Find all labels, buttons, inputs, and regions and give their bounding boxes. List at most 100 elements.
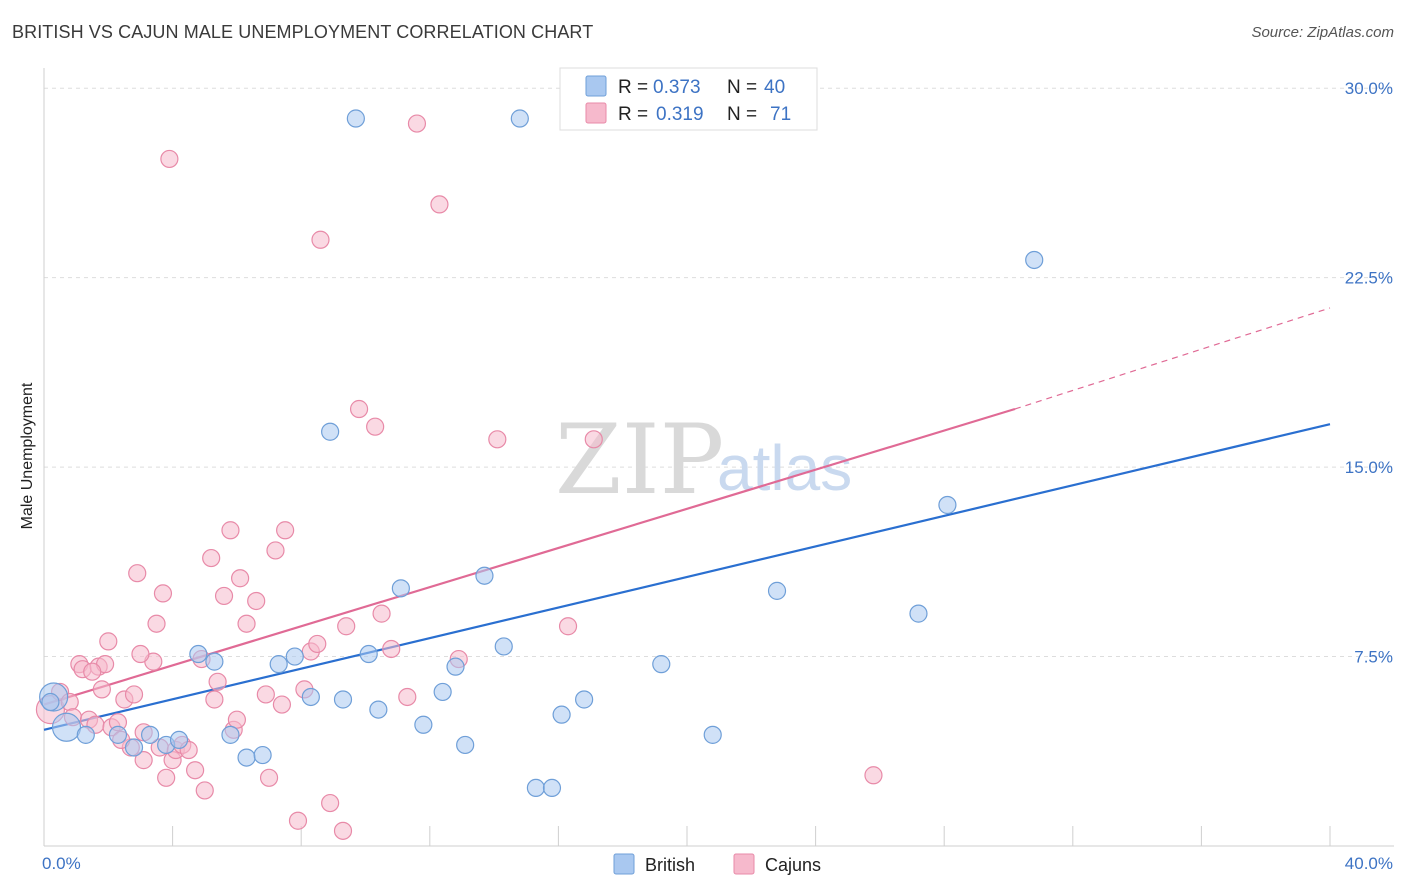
x-tick-label-0: 0.0% [42, 854, 81, 873]
watermark: ZIP atlas [555, 404, 852, 516]
british-point-37 [938, 495, 957, 515]
cajun-point-41 [247, 591, 266, 611]
british-point-11 [237, 748, 256, 767]
cajun-point-24 [157, 768, 176, 787]
british-point-30 [542, 778, 562, 798]
british-point-3 [108, 725, 128, 744]
cajun-point-39 [231, 569, 250, 588]
bottom-legend-british-label: British [645, 855, 695, 875]
cajun-trend-line [43, 407, 1016, 706]
british-point-4 [124, 738, 144, 757]
cajun-point-16 [124, 685, 144, 704]
british-point-18 [346, 109, 365, 128]
x-tick-label-1: 40.0% [1345, 854, 1393, 873]
cajun-point-23 [153, 584, 173, 603]
british-point-32 [575, 690, 594, 709]
british-point-23 [433, 682, 452, 702]
cajun-point-53 [333, 821, 353, 840]
british-point-35 [767, 581, 787, 600]
british-points [39, 109, 1044, 798]
y-axis-tick-labels: 7.5% 15.0% 22.5% 30.0% [1345, 79, 1393, 666]
cajun-point-60 [407, 114, 427, 133]
trend-lines [43, 307, 1331, 731]
british-point-21 [391, 579, 410, 598]
british-point-38 [1025, 250, 1044, 270]
cajun-point-52 [321, 793, 340, 813]
british-point-27 [494, 637, 513, 656]
cajun-point-66 [864, 766, 883, 785]
british-point-22 [414, 715, 433, 734]
cajun-point-17 [128, 564, 147, 583]
legend-cajun-n-value: 71 [770, 104, 791, 125]
cajun-point-63 [488, 430, 507, 449]
cajun-point-18 [134, 751, 153, 770]
legend-british-r-label: R = [618, 77, 648, 98]
cajun-point-58 [382, 639, 401, 659]
british-point-15 [301, 687, 320, 707]
cajun-point-61 [430, 195, 449, 214]
x-axis-tick-labels: 0.0% 40.0% [42, 854, 1393, 873]
legend-cajun-r-value: 0.319 [656, 104, 704, 125]
cajun-point-57 [372, 604, 391, 623]
source-credit: Source: ZipAtlas.com [1251, 24, 1394, 41]
cajun-point-43 [259, 768, 279, 787]
cajun-point-45 [272, 695, 292, 714]
cajun-point-59 [398, 687, 417, 707]
cajun-point-46 [276, 521, 295, 540]
british-point-5 [140, 725, 160, 744]
cajun-point-30 [186, 761, 205, 780]
cajun-point-51 [311, 230, 330, 249]
cajun-trend-extension [1014, 307, 1331, 410]
british-point-8 [189, 644, 208, 664]
x-axis-ticks [43, 826, 1331, 846]
british-point-12 [253, 745, 272, 765]
cajun-point-40 [237, 614, 256, 633]
bottom-legend-british-swatch [613, 853, 635, 875]
cajun-point-42 [256, 685, 275, 704]
cajun-point-33 [202, 548, 221, 568]
chart-title: BRITISH VS CAJUN MALE UNEMPLOYMENT CORRE… [12, 22, 594, 42]
cajun-point-55 [349, 399, 369, 419]
cajun-point-67 [131, 644, 150, 664]
bottom-legend-cajun-label: Cajuns [765, 855, 821, 875]
cajun-point-65 [584, 430, 603, 449]
british-point-16 [321, 422, 340, 441]
y-tick-label-1: 15.0% [1345, 458, 1393, 477]
cajun-point-64 [558, 617, 578, 636]
legend-british-swatch [585, 75, 607, 97]
british-trend-line [43, 423, 1331, 731]
legend-british-n-value: 40 [764, 77, 785, 98]
y-tick-label-3: 30.0% [1345, 79, 1393, 98]
y-tick-label-0: 7.5% [1354, 648, 1393, 667]
correlation-legend: R = 0.373 N = 40 R = 0.319 N = 71 [559, 67, 818, 131]
british-point-25 [456, 735, 475, 755]
cajun-point-11 [99, 632, 118, 651]
y-tick-label-2: 22.5% [1345, 269, 1393, 288]
british-point-28 [510, 109, 529, 128]
british-point-26 [475, 566, 494, 585]
british-point-34 [703, 725, 722, 744]
cajun-point-25 [160, 149, 179, 169]
british-point-24 [446, 657, 465, 676]
bottom-legend-cajun-swatch [733, 853, 755, 875]
cajun-point-54 [337, 617, 356, 636]
british-point-31 [552, 705, 571, 724]
british-point-36 [909, 604, 928, 623]
cajun-point-56 [366, 417, 385, 436]
cajun-point-44 [266, 541, 285, 560]
watermark-zip: ZIP [555, 404, 724, 516]
british-point-29 [526, 778, 545, 798]
british-point-20 [369, 700, 388, 719]
british-point-2 [76, 725, 95, 744]
british-point-17 [333, 690, 353, 709]
cajun-point-36 [214, 586, 234, 606]
cajun-point-47 [288, 811, 308, 830]
british-point-39 [41, 692, 60, 712]
cajun-point-34 [205, 690, 224, 709]
series-legend: British Cajuns [613, 853, 821, 875]
legend-cajun-n-label: N = [727, 104, 757, 125]
legend-british-r-value: 0.373 [653, 77, 701, 98]
cajun-point-21 [147, 614, 166, 633]
british-point-9 [205, 652, 224, 671]
gridlines [44, 87, 1394, 658]
